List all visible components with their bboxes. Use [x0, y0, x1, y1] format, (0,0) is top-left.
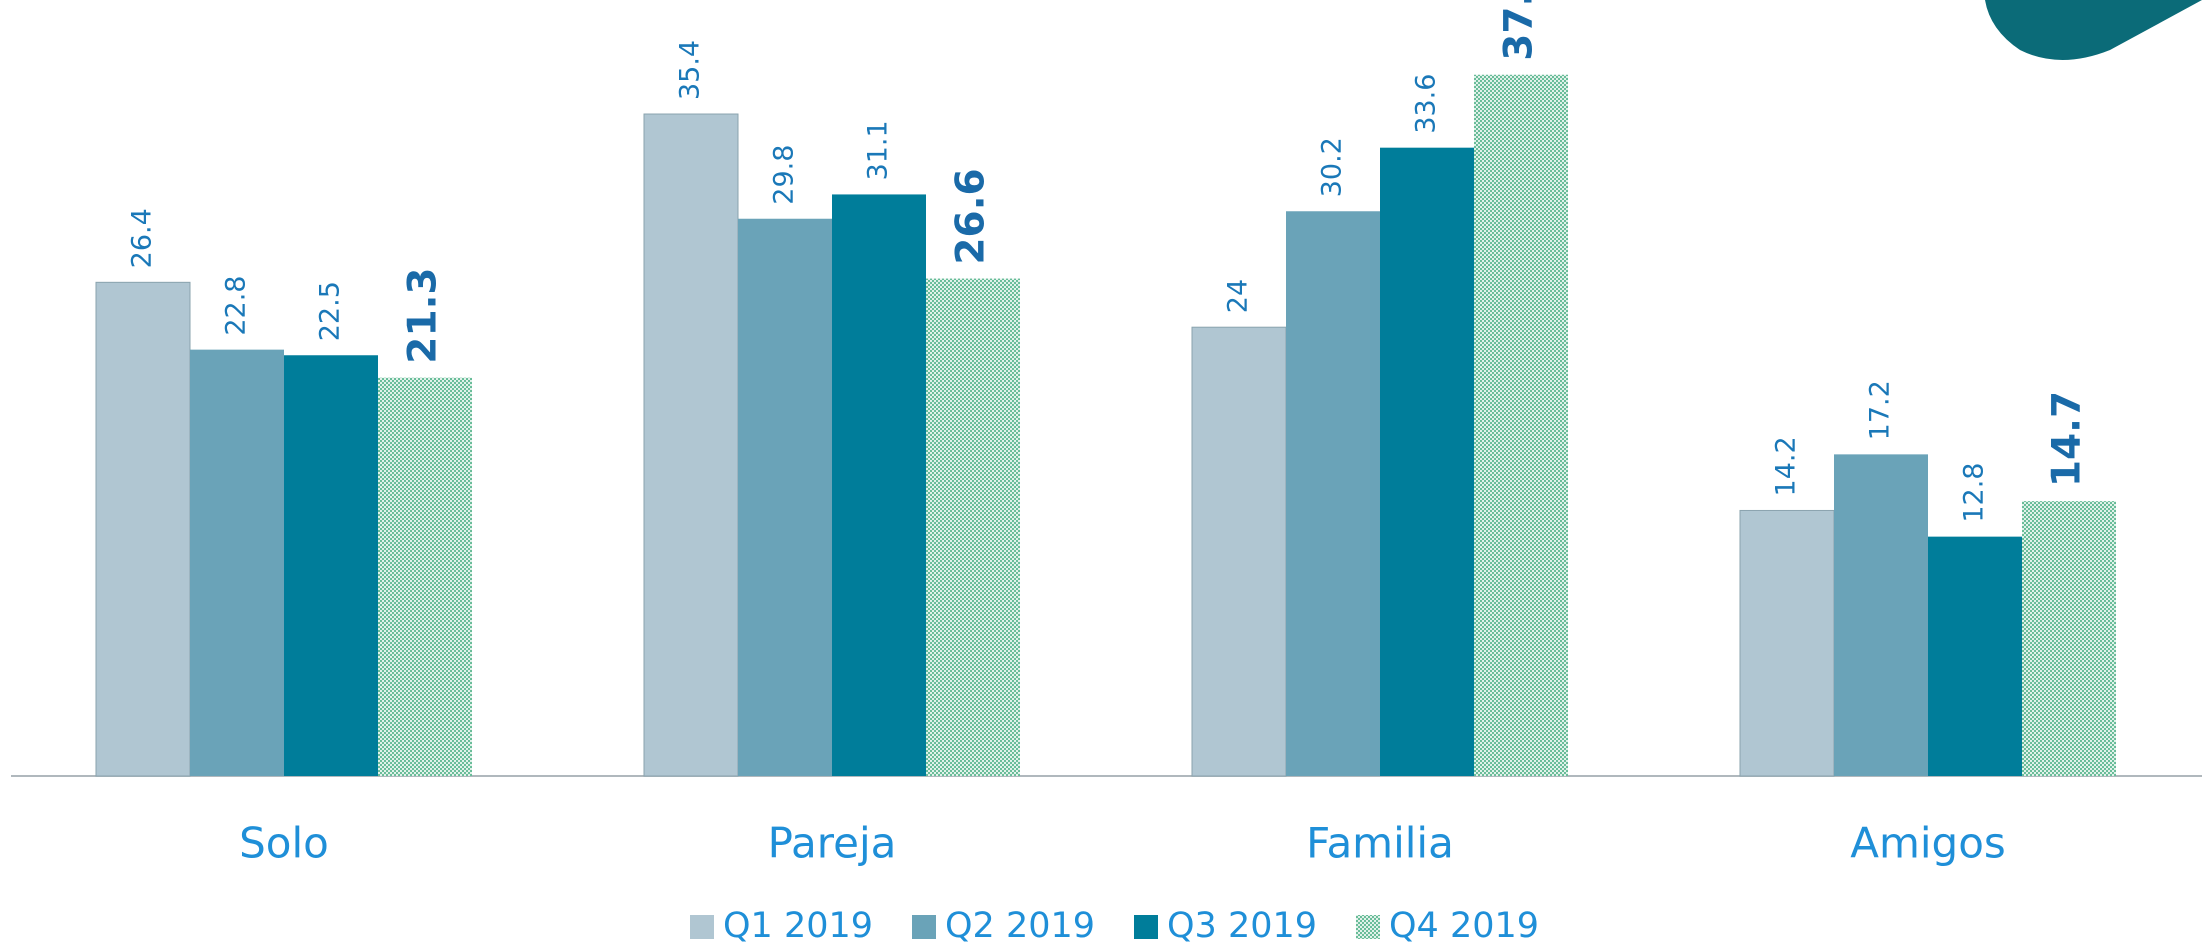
legend-swatch: [1356, 915, 1380, 939]
legend-label: Q1 2019: [723, 906, 873, 946]
legend-swatch: [690, 915, 714, 939]
data-label: 24: [1223, 279, 1254, 313]
bar: [643, 113, 739, 777]
legend-swatch: [1134, 915, 1158, 939]
data-label: 22.8: [221, 276, 252, 336]
legend-label: Q4 2019: [1389, 906, 1539, 946]
plot: Solo 26.4 22.8 22.5 21.3 Pareja 35.4 29.8 31.1 26…: [95, 0, 2116, 946]
bar: [284, 355, 378, 776]
bar: [190, 349, 284, 776]
bar: [738, 218, 832, 777]
bar: [378, 377, 472, 776]
data-label: 33.6: [1411, 74, 1442, 134]
data-label: 14.7: [2045, 391, 2090, 487]
data-label: 22.5: [315, 281, 346, 341]
bar: [1928, 536, 2022, 776]
bar: [95, 281, 191, 777]
bar: [832, 194, 926, 776]
legend-swatch: [912, 915, 936, 939]
data-label: 12.8: [1959, 463, 1990, 523]
legend-label: Q2 2019: [945, 906, 1095, 946]
data-label: 26.4: [127, 208, 158, 268]
bar: [926, 278, 1020, 776]
data-label: 37.5: [1497, 0, 1542, 61]
bar: [1739, 509, 1835, 777]
data-label: 26.6: [949, 168, 994, 264]
data-label: 14.2: [1771, 436, 1802, 496]
bar: [1474, 74, 1568, 776]
x-tick-label: Amigos: [1850, 819, 2006, 868]
corner-decoration: [1985, 0, 2202, 60]
x-tick-label: Familia: [1306, 819, 1454, 868]
data-label: 29.8: [769, 145, 800, 205]
bar: [1834, 454, 1928, 776]
data-label: 31.1: [863, 120, 894, 180]
x-tick-label: Solo: [239, 819, 329, 868]
bar: [2022, 501, 2116, 776]
data-label: 21.3: [401, 267, 446, 363]
data-label: 35.4: [675, 40, 706, 100]
bar: [1380, 147, 1474, 776]
bar: [1191, 326, 1287, 777]
x-tick-label: Pareja: [768, 819, 897, 868]
data-label: 30.2: [1317, 137, 1348, 197]
data-label: 17.2: [1865, 380, 1896, 440]
legend-label: Q3 2019: [1167, 906, 1317, 946]
bar: [1286, 211, 1380, 776]
